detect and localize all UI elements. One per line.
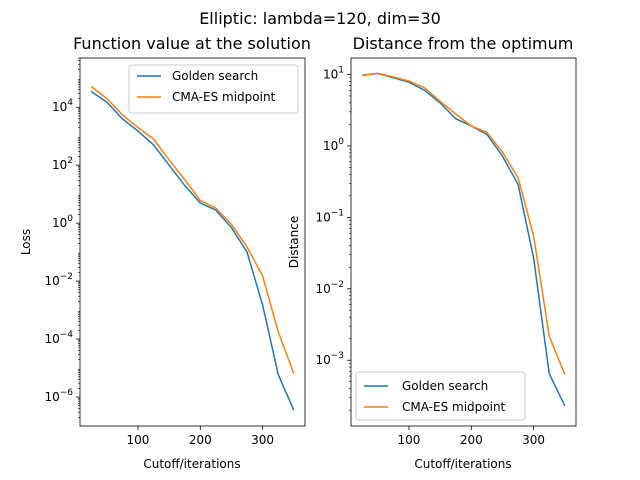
loss-ytick-label: 104 <box>52 98 73 114</box>
distance-ytick-label: 10−3 <box>315 351 344 367</box>
distance-panel-frame <box>350 57 577 427</box>
distance-ytick-label: 10−1 <box>315 208 344 224</box>
loss-legend-label-golden: Golden search <box>172 69 258 83</box>
distance-panel-title: Distance from the optimum <box>353 34 574 53</box>
loss-panel-legend: Golden search CMA-ES midpoint <box>128 64 299 114</box>
loss-legend-label-cmaes: CMA-ES midpoint <box>172 90 276 104</box>
distance-ytick-label: 100 <box>323 137 344 153</box>
figure-suptitle: Elliptic: lambda=120, dim=30 <box>199 9 441 28</box>
loss-legend-frame <box>128 64 299 114</box>
loss-panel-frame <box>79 57 306 427</box>
distance-legend-label-golden: Golden search <box>402 379 488 393</box>
loss-series-line-cmaes-midpoint <box>90 85 295 374</box>
loss-xtick-label: 200 <box>189 433 212 447</box>
distance-panel-xlabel: Cutoff/iterations <box>414 457 511 471</box>
distance-legend-frame <box>355 371 526 421</box>
loss-panel-ticks: 100 200 300 10−6 10−4 10−2 100 102 104 <box>44 57 274 447</box>
loss-xtick-label: 300 <box>251 433 274 447</box>
distance-xtick-label: 200 <box>460 433 483 447</box>
distance-panel-legend: Golden search CMA-ES midpoint <box>355 371 526 421</box>
distance-panel: Distance from the optimum 100 200 30010−31… <box>287 34 577 471</box>
loss-ytick-label: 100 <box>52 214 73 230</box>
distance-panel-lines <box>362 72 566 407</box>
loss-ytick-label: 10−2 <box>44 272 73 288</box>
loss-panel-ylabel: Loss <box>19 229 33 255</box>
loss-series-line-golden-search <box>90 90 295 411</box>
loss-xtick-label: 100 <box>127 433 150 447</box>
distance-series-line-cmaes-midpoint <box>362 72 566 375</box>
distance-xtick-label: 300 <box>522 433 545 447</box>
distance-ytick-label: 10−2 <box>315 280 344 296</box>
loss-ytick-label: 10−6 <box>44 388 73 404</box>
loss-ytick-label: 102 <box>52 156 73 172</box>
distance-ytick-label: 101 <box>323 65 344 81</box>
distance-xtick-label: 100 <box>398 433 421 447</box>
distance-panel-ticks: 100 200 300 10−3 10−2 10−1 100 101 <box>315 65 545 447</box>
loss-panel-title: Function value at the solution <box>73 34 311 53</box>
loss-panel-xlabel: Cutoff/iterations <box>143 457 240 471</box>
loss-panel: Function value at the solution 100 200 300… <box>19 34 311 471</box>
loss-panel-lines <box>90 85 295 411</box>
distance-panel-ylabel: Distance <box>287 216 301 268</box>
loss-ytick-label: 10−4 <box>44 330 73 346</box>
distance-legend-label-cmaes: CMA-ES midpoint <box>402 400 506 414</box>
